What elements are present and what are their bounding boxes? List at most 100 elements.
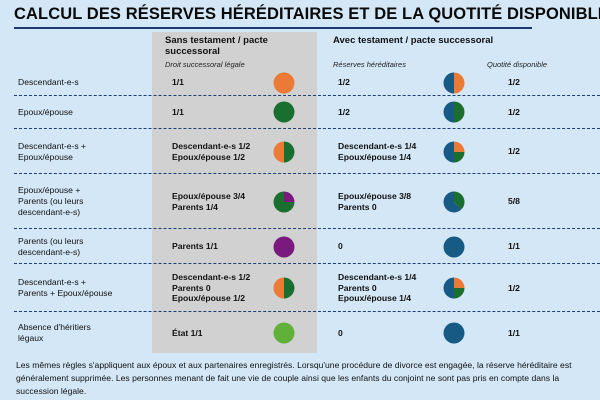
quotite-descendants-parents-spouse: 1/2 [508, 282, 520, 293]
reserve-share-line: Parents 0 [338, 201, 377, 212]
legal-share-line: Parents 1/1 [172, 241, 218, 252]
reserve-pie-descendants-slice-orange [454, 72, 465, 93]
row-label-line: Descendant-e-s + [18, 277, 87, 287]
reserve-pie-spouse-slice-blue [443, 101, 454, 123]
reserve-share-line: Epoux/épouse 1/4 [338, 151, 412, 162]
reserve-share-spouse: 1/2 [338, 107, 350, 118]
reserve-pie-spouse-parents-svg [443, 191, 465, 212]
row-label-descendants: Descendant-e-s [18, 77, 79, 88]
legal-pie-no-heirs-svg [273, 322, 295, 344]
row-label-no-heirs: Absence d'héritiers légaux [18, 322, 91, 344]
legal-pie-spouse [273, 101, 295, 123]
legal-pie-no-heirs [273, 322, 295, 344]
legal-pie-descendants [273, 72, 295, 94]
reserve-share-no-heirs: 0 [338, 328, 343, 339]
reserve-share-line: 1/2 [338, 77, 350, 88]
reserve-pie-descendants-parents-spouse-slice-blue [443, 277, 454, 299]
reserve-pie-descendants-spouse-svg [443, 141, 465, 162]
row-label-line: descendant-e-s) [18, 246, 81, 257]
quotite-descendants: 1/2 [508, 77, 520, 88]
legal-pie-spouse-slice-dark-green [273, 101, 295, 123]
reserve-pie-descendants-parents-spouse [443, 277, 465, 299]
legal-share-descendants: 1/1 [172, 77, 184, 88]
legal-pie-descendants-spouse-slice-dark-green [284, 141, 295, 162]
row-label-spouse-parents: Epoux/épouse + Parents (ou leurs descendan… [18, 185, 83, 218]
reserve-pie-descendants-spouse [443, 141, 465, 163]
quotite-parents: 1/1 [508, 241, 520, 252]
row-divider-3 [14, 173, 600, 174]
reserve-share-line: 0 [338, 327, 343, 338]
row-divider-4 [14, 228, 600, 229]
legal-share-line: Epoux/épouse 3/4 [172, 191, 246, 201]
reserve-pie-spouse-svg [443, 101, 465, 123]
legal-pie-descendants-svg [273, 72, 295, 93]
legal-pie-descendants-spouse [273, 141, 295, 163]
legal-share-line: Descendant-e-s 1/2 [172, 141, 251, 151]
legal-share-no-heirs: État 1/1 [172, 328, 203, 339]
legal-pie-spouse-parents [273, 191, 295, 213]
legal-share-line: Epoux/épouse 1/2 [172, 293, 246, 304]
row-label-line: légaux [18, 333, 44, 343]
reserve-share-spouse-parents: Epoux/épouse 3/8 Parents 0 [338, 191, 411, 212]
legal-share-spouse-parents: Epoux/épouse 3/4 Parents 1/4 [172, 191, 245, 212]
legal-pie-spouse-parents-slice-dark-green [273, 191, 295, 212]
reserve-pie-parents [443, 236, 465, 258]
reserve-share-parents: 0 [338, 241, 343, 252]
row-label-line: Parents + Epoux/épouse [18, 288, 113, 298]
footnote: Les mêmes règles s'appliquent aux époux … [16, 360, 572, 396]
legal-share-line: 1/1 [172, 106, 184, 117]
row-label-descendants-parents-spouse: Descendant-e-s + Parents + Epoux/épouse [18, 277, 112, 299]
reserve-share-line: Descendant-e-s 1/4 [338, 272, 417, 283]
col3-subheader: Quotité disponible [487, 60, 548, 69]
row-label-line: Absence d'héritiers [18, 322, 91, 332]
reserve-share-descendants: 1/2 [338, 77, 350, 88]
legal-pie-descendants-parents-spouse [273, 277, 295, 299]
legal-pie-descendants-spouse-svg [273, 141, 295, 162]
reserve-pie-descendants [443, 72, 465, 94]
reserve-pie-spouse-parents [443, 191, 465, 213]
col1-header-line1: Sans testament / pacte [165, 35, 268, 46]
legal-share-line: Parents 0 [172, 282, 211, 293]
legal-pie-descendants-parents-spouse-slice-dark-green [284, 277, 295, 299]
col1-header-line2: successoral [165, 46, 220, 57]
reserve-pie-descendants-parents-spouse-slice-orange [454, 277, 465, 288]
row-label-line: Epoux/épouse + [18, 185, 81, 195]
row-label-line: Descendant-e-s [18, 77, 79, 87]
quotite-descendants-spouse: 1/2 [508, 146, 520, 157]
title-underline [14, 27, 532, 29]
legal-pie-no-heirs-slice-light-green [273, 322, 295, 344]
reserve-pie-no-heirs-svg [443, 322, 465, 344]
row-divider-5 [14, 263, 600, 264]
col1-header: Sans testament / pacte successoral [165, 35, 268, 57]
legal-pie-spouse-svg [273, 101, 295, 123]
col2-header: Avec testament / pacte successoral [333, 35, 494, 46]
row-divider-6 [14, 311, 600, 312]
legal-pie-parents [273, 236, 295, 258]
quotite-spouse: 1/2 [508, 106, 520, 117]
row-label-line: Parents (ou leurs [18, 235, 84, 246]
row-divider-2 [14, 128, 600, 129]
quotite-spouse-parents: 5/8 [508, 196, 520, 207]
legal-share-line: Parents 1/4 [172, 201, 218, 212]
reserve-pie-spouse-parents-slice-blue [443, 191, 462, 212]
reserve-pie-spouse-slice-dark-green [454, 101, 465, 123]
row-label-line: Epoux/épouse [18, 106, 73, 117]
legal-pie-parents-slice-purple [273, 236, 295, 257]
row-label-line: descendant-e-s) [18, 207, 81, 217]
reserve-share-descendants-spouse: Descendant-e-s 1/4 Epoux/épouse 1/4 [338, 141, 416, 162]
legal-share-line: Epoux/épouse 1/2 [172, 151, 246, 162]
row-label-line: Descendant-e-s + [18, 140, 87, 151]
page-title: CALCUL DES RÉSERVES HÉRÉDITAIRES ET DE L… [14, 5, 600, 23]
reserve-pie-parents-svg [443, 236, 465, 257]
legal-pie-parents-svg [273, 236, 295, 257]
reserve-pie-descendants-spouse-slice-dark-green [454, 151, 465, 162]
reserve-pie-spouse-parents-slice-dark-green [454, 191, 465, 209]
reserve-pie-no-heirs [443, 322, 465, 344]
reserve-pie-descendants-svg [443, 72, 465, 93]
reserve-share-line: 1/2 [338, 106, 350, 117]
legal-pie-descendants-slice-orange [273, 72, 295, 93]
reserve-share-line: 0 [338, 241, 343, 252]
reserve-share-line: Parents 0 [338, 282, 377, 293]
legal-pie-spouse-parents-slice-purple [284, 191, 295, 202]
reserve-share-line: Descendant-e-s 1/4 [338, 141, 417, 151]
